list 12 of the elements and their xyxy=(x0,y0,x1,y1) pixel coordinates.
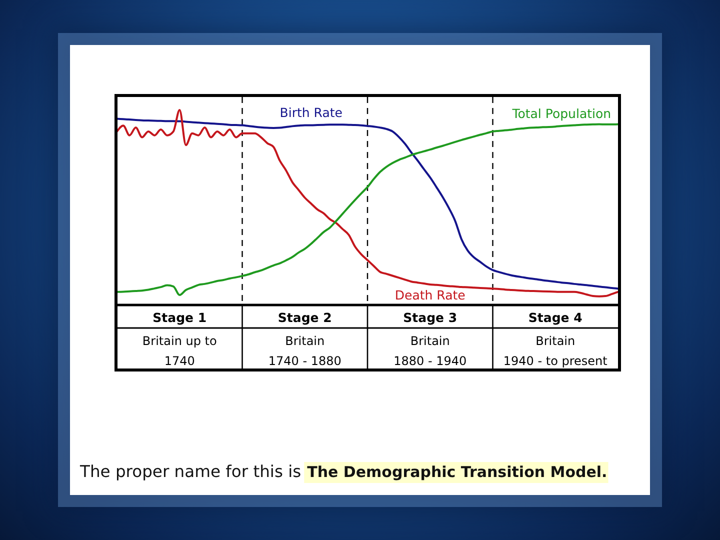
text: Britain 1880 - 1940 xyxy=(394,334,467,368)
text: Britain 1940 - to present xyxy=(503,334,608,368)
text: Britain 1740 - 1880 xyxy=(268,334,342,368)
text: Stage 2 xyxy=(278,310,332,325)
text: Stage 3 xyxy=(403,310,458,325)
text: Stage 1 xyxy=(152,310,207,325)
series-label: Death Rate xyxy=(394,288,466,303)
series-label: Birth Rate xyxy=(280,105,343,120)
text: Britain up to 1740 xyxy=(142,334,217,368)
text: The proper name for this is xyxy=(79,462,302,481)
text: Stage 4 xyxy=(528,310,583,325)
series-label: Total Population xyxy=(511,106,612,121)
